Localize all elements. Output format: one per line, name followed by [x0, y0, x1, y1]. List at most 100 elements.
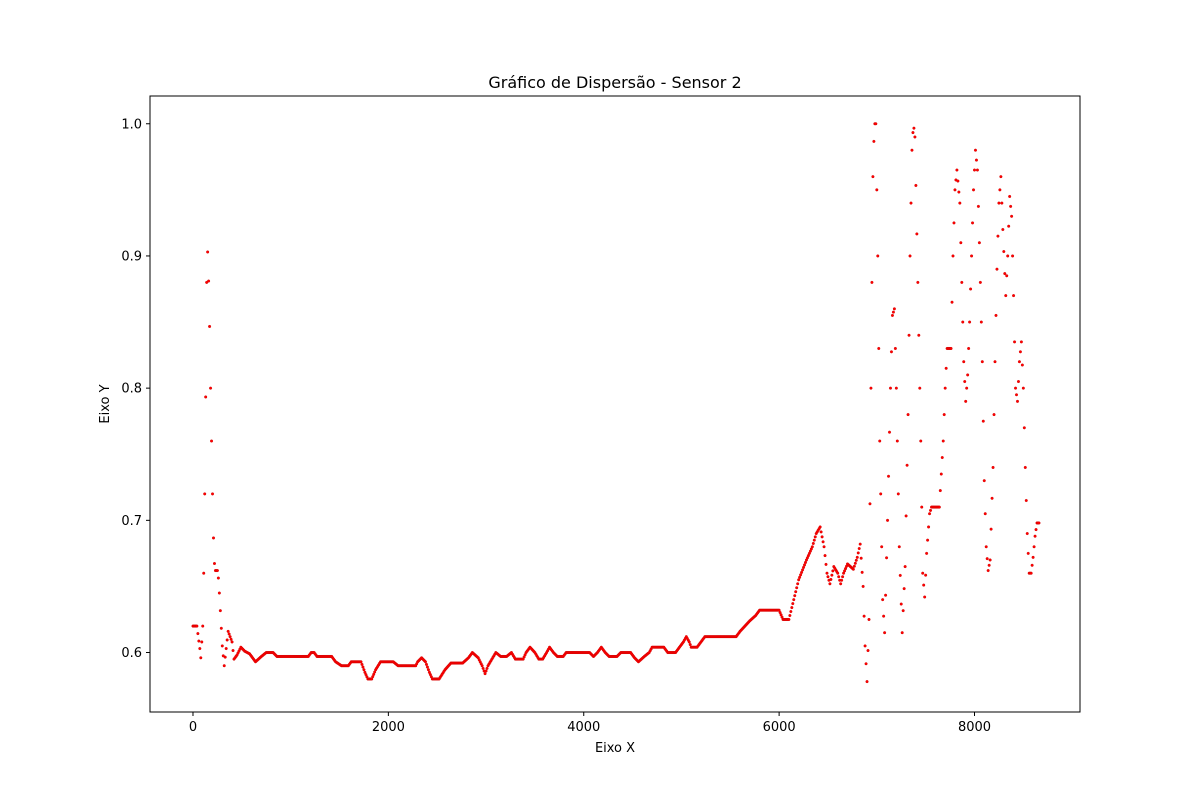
data-point [216, 576, 220, 580]
data-point [908, 254, 912, 258]
data-point [904, 514, 908, 518]
data-point [891, 310, 895, 314]
data-point [923, 595, 927, 599]
data-point [1026, 551, 1030, 555]
data-point [864, 662, 868, 666]
data-point [973, 168, 977, 172]
data-point [989, 527, 993, 531]
data-point [219, 626, 223, 630]
data-point [993, 360, 997, 364]
data-point [943, 386, 947, 390]
data-point [881, 598, 885, 602]
data-point [801, 568, 805, 572]
data-point [977, 241, 981, 245]
data-point [1015, 399, 1019, 403]
data-point [909, 201, 913, 205]
data-point [208, 324, 212, 328]
data-point [991, 465, 995, 469]
data-point [360, 662, 364, 666]
data-point [483, 672, 487, 676]
data-point [820, 535, 824, 539]
data-point [998, 188, 1002, 192]
data-point [362, 668, 366, 672]
data-point [902, 587, 906, 591]
data-point [915, 232, 919, 236]
data-point [928, 512, 932, 516]
data-point [958, 201, 962, 205]
data-point [1008, 194, 1012, 198]
data-point [1019, 340, 1023, 344]
data-point [1016, 380, 1020, 384]
data-point [829, 577, 833, 581]
data-point [856, 551, 860, 555]
data-point [1020, 363, 1024, 367]
data-point [792, 598, 796, 602]
data-point [195, 624, 199, 628]
data-point [860, 570, 864, 574]
data-point [793, 594, 797, 598]
data-point [963, 380, 967, 384]
data-point [1004, 294, 1008, 298]
data-point [1006, 254, 1010, 258]
data-point [220, 644, 224, 648]
data-point [882, 614, 886, 618]
data-point [1018, 350, 1022, 354]
data-point [916, 280, 920, 284]
data-point [1010, 214, 1014, 218]
data-point [967, 346, 971, 350]
data-point [825, 571, 829, 575]
data-point [865, 680, 869, 684]
data-point [1030, 563, 1034, 567]
data-point [959, 241, 963, 245]
data-point [879, 492, 883, 496]
data-point [992, 413, 996, 417]
data-point [955, 168, 959, 172]
data-point [876, 254, 880, 258]
data-point [1029, 571, 1033, 575]
data-point [841, 575, 845, 579]
data-point [837, 575, 841, 579]
data-point [922, 583, 926, 587]
data-point [839, 582, 843, 586]
data-point [802, 565, 806, 569]
data-point [230, 640, 234, 644]
data-point [822, 545, 826, 549]
data-point [966, 373, 970, 377]
data-point [852, 564, 856, 568]
y-tick-label: 0.7 [121, 514, 142, 529]
data-point [940, 456, 944, 460]
data-point [811, 541, 815, 545]
data-point [974, 158, 978, 162]
data-point [228, 635, 232, 639]
data-point [1000, 201, 1004, 205]
data-point [952, 221, 956, 225]
data-point [828, 582, 832, 586]
data-point [223, 655, 227, 659]
data-point [888, 430, 892, 434]
data-point [424, 662, 428, 666]
data-point [981, 419, 985, 423]
data-point [1031, 555, 1035, 559]
data-point [920, 505, 924, 509]
data-point [938, 489, 942, 493]
data-point [788, 614, 792, 618]
data-point [969, 287, 973, 291]
data-point [824, 562, 828, 566]
data-point [819, 530, 823, 534]
data-point [795, 586, 799, 590]
data-point [851, 567, 855, 571]
data-point [961, 320, 965, 324]
data-point [997, 201, 1001, 205]
data-point [1007, 224, 1011, 228]
data-point [830, 573, 834, 577]
data-point [813, 535, 817, 539]
data-point [787, 617, 791, 621]
data-point [853, 561, 857, 565]
x-axis-ticks: 0 2000 4000 6000 8000 [189, 712, 991, 735]
data-point [983, 512, 987, 516]
data-point [1003, 272, 1007, 276]
data-point [982, 479, 986, 483]
data-point [927, 525, 931, 529]
data-point [944, 366, 948, 370]
